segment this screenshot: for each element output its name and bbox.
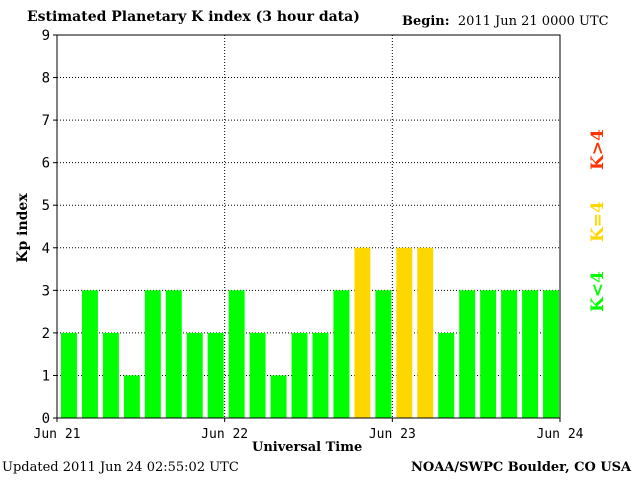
y-tick-label: 8 — [42, 71, 50, 87]
kp-bar — [312, 332, 329, 418]
x-axis-label: Universal Time — [252, 440, 363, 455]
kp-bar — [396, 247, 413, 418]
x-axis: Jun 21 Jun 22 Jun 23 Jun 24 — [34, 418, 584, 442]
y-tick-label: 9 — [42, 28, 50, 44]
y-tick-label: 6 — [42, 156, 50, 172]
kp-bar — [207, 332, 224, 418]
y-tick-label: 0 — [42, 411, 50, 427]
bars — [61, 247, 559, 418]
chart-title: Estimated Planetary K index (3 hour data… — [27, 9, 360, 25]
x-tick-label: Jun 23 — [369, 427, 416, 442]
kp-bar — [228, 290, 245, 418]
y-tick-label: 2 — [42, 326, 50, 342]
kp-bar — [354, 247, 371, 418]
kp-bar — [522, 290, 539, 418]
kp-bar — [270, 375, 287, 418]
kp-bar — [438, 332, 455, 418]
kp-bar — [165, 290, 182, 418]
y-tick-label: 3 — [42, 283, 50, 299]
y-axis: 0 1 2 3 4 5 6 7 8 9 — [42, 28, 57, 427]
kp-bar — [81, 290, 98, 418]
kp-bar — [333, 290, 350, 418]
kp-bar — [501, 290, 518, 418]
kp-bar — [102, 332, 119, 418]
legend-low: K<4 — [588, 271, 608, 312]
kp-bar — [61, 332, 77, 418]
updated-timestamp: Updated 2011 Jun 24 02:55:02 UTC — [2, 460, 239, 475]
y-axis-label: Kp index — [15, 193, 31, 263]
legend-equal: K=4 — [588, 201, 608, 242]
x-tick-label: Jun 22 — [201, 427, 248, 442]
kp-bar — [249, 332, 266, 418]
begin-info: Begin: 2011 Jun 21 0000 UTC — [402, 14, 609, 29]
kp-bar — [543, 290, 559, 418]
y-tick-label: 7 — [42, 113, 50, 129]
kp-bar — [375, 290, 392, 418]
grid-lines — [57, 35, 560, 418]
y-tick-label: 5 — [42, 198, 50, 214]
y-tick-label: 4 — [42, 241, 50, 257]
begin-label: Begin: — [402, 14, 450, 29]
plot-frame — [56, 34, 561, 419]
kp-bar — [186, 332, 203, 418]
credit-text: NOAA/SWPC Boulder, CO USA — [411, 460, 632, 475]
x-tick-label: Jun 24 — [537, 427, 584, 442]
kp-bar — [480, 290, 497, 418]
kp-bar — [291, 332, 308, 418]
kp-bar — [123, 375, 140, 418]
kp-bar — [144, 290, 161, 418]
begin-value: 2011 Jun 21 0000 UTC — [457, 14, 609, 29]
legend-high: K>4 — [588, 129, 608, 170]
x-tick-label: Jun 21 — [34, 427, 81, 442]
kp-bar — [459, 290, 476, 418]
y-tick-label: 1 — [42, 368, 50, 384]
kp-bar — [417, 247, 434, 418]
